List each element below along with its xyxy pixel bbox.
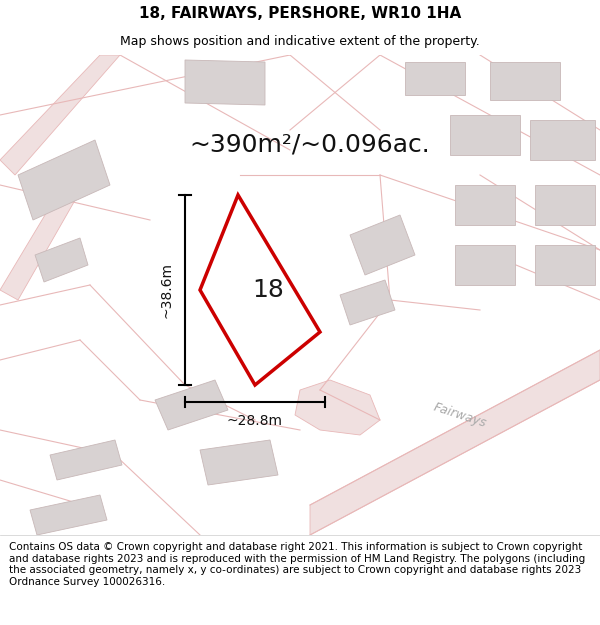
Polygon shape — [18, 140, 110, 220]
Polygon shape — [155, 380, 228, 430]
Text: Contains OS data © Crown copyright and database right 2021. This information is : Contains OS data © Crown copyright and d… — [9, 542, 585, 587]
Polygon shape — [35, 238, 88, 282]
Text: 18, FAIRWAYS, PERSHORE, WR10 1HA: 18, FAIRWAYS, PERSHORE, WR10 1HA — [139, 6, 461, 21]
Polygon shape — [200, 440, 278, 485]
Polygon shape — [50, 440, 122, 480]
Polygon shape — [450, 115, 520, 155]
Text: Fairways: Fairways — [432, 400, 488, 430]
Text: Map shows position and indicative extent of the property.: Map shows position and indicative extent… — [120, 35, 480, 48]
Polygon shape — [455, 245, 515, 285]
Polygon shape — [185, 60, 265, 105]
Polygon shape — [535, 245, 595, 285]
Text: ~390m²/~0.096ac.: ~390m²/~0.096ac. — [190, 133, 430, 157]
Polygon shape — [350, 215, 415, 275]
Polygon shape — [295, 380, 380, 435]
Polygon shape — [535, 185, 595, 225]
Polygon shape — [455, 185, 515, 225]
Polygon shape — [530, 120, 595, 160]
Polygon shape — [310, 350, 600, 535]
Polygon shape — [405, 62, 465, 95]
Text: ~28.8m: ~28.8m — [227, 414, 283, 428]
Polygon shape — [200, 195, 320, 385]
Polygon shape — [0, 55, 120, 175]
Polygon shape — [490, 62, 560, 100]
Polygon shape — [30, 495, 107, 535]
Polygon shape — [340, 280, 395, 325]
Text: 18: 18 — [252, 278, 284, 302]
Polygon shape — [0, 190, 78, 300]
Text: ~38.6m: ~38.6m — [159, 262, 173, 318]
